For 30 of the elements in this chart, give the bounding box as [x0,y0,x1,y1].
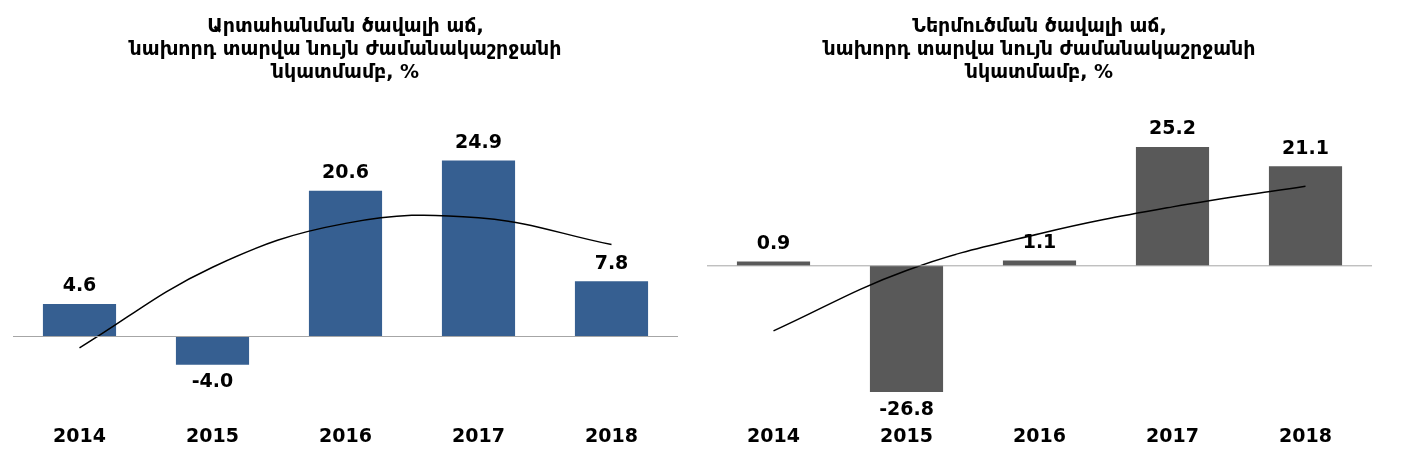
data-label: 24.9 [455,129,502,152]
data-label: 1.1 [1022,230,1057,253]
bar [308,190,383,337]
bar [42,303,117,337]
x-tick-label: 2017 [1146,423,1199,446]
bar [441,160,516,337]
data-label: 20.6 [322,160,369,183]
x-tick-label: 2016 [1013,423,1066,446]
bar [574,281,649,337]
x-tick-label: 2014 [53,423,106,446]
bar [1268,166,1343,266]
x-tick-label: 2017 [452,423,505,446]
data-label: 25.2 [1149,116,1196,139]
bar [1135,147,1210,266]
x-tick-label: 2015 [880,423,933,446]
x-tick-label: 2018 [1279,423,1332,446]
bar [175,336,250,365]
data-label: -26.8 [879,396,934,419]
x-tick-label: 2018 [585,423,638,446]
bar [869,265,944,393]
x-tick-label: 2014 [747,423,800,446]
data-label: 4.6 [62,273,97,296]
data-label: 21.1 [1282,135,1329,158]
x-tick-label: 2015 [186,423,239,446]
data-label: -4.0 [191,369,234,392]
data-label: 7.8 [594,250,629,273]
chart-title: Ներմուծման ծավալի աճ, նախորդ տարվա նույն ժամանակաշրջանի նկատմամբ, % [821,14,1256,82]
data-label: 0.9 [756,231,791,253]
x-tick-label: 2016 [319,423,372,446]
chart-title: Արտահանման ծավալի աճ, նախորդ տարվա նույն ժամանակաշրջանի նկատմամբ, % [127,14,562,82]
